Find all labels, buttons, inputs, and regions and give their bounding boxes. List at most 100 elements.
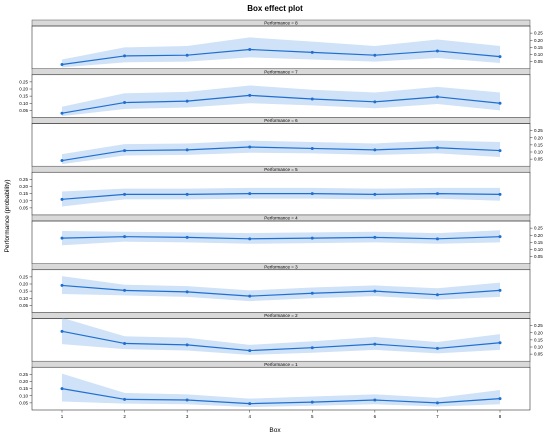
y-tick-label: 0.25 <box>19 177 28 182</box>
x-tick-label: 2 <box>123 414 126 419</box>
data-point <box>123 101 127 105</box>
y-tick-label: 0.10 <box>534 150 543 155</box>
y-tick-label: 0.15 <box>534 142 543 147</box>
data-point <box>185 343 189 347</box>
y-tick-label: 0.10 <box>19 198 28 203</box>
data-point <box>123 192 127 196</box>
data-point <box>435 49 439 53</box>
y-tick-label: 0.05 <box>19 400 28 405</box>
data-point <box>123 341 127 345</box>
y-tick-label: 0.05 <box>534 59 543 64</box>
data-point <box>185 99 189 103</box>
data-point <box>435 146 439 150</box>
y-tick-label: 0.15 <box>19 94 28 99</box>
data-point <box>310 400 314 404</box>
data-point <box>60 283 64 287</box>
data-point <box>435 95 439 99</box>
data-point <box>498 55 502 59</box>
data-point <box>248 192 252 196</box>
y-tick-label: 0.10 <box>534 345 543 350</box>
y-tick-label: 0.20 <box>534 38 543 43</box>
panel-strip-label: Performance = 6 <box>264 118 298 123</box>
y-tick-label: 0.25 <box>19 372 28 377</box>
data-point <box>185 290 189 294</box>
y-tick-label: 0.25 <box>534 323 543 328</box>
data-point <box>248 93 252 97</box>
data-point <box>310 346 314 350</box>
y-tick-label: 0.20 <box>19 184 28 189</box>
panels: Performance = 8 0.05 0.10 0.15 0.20 0.25 Perfo… <box>19 19 543 419</box>
y-tick-label: 0.15 <box>534 45 543 50</box>
data-point <box>310 50 314 54</box>
y-tick-label: 0.05 <box>19 108 28 113</box>
effect-line <box>61 193 501 200</box>
confidence-band <box>62 276 500 302</box>
data-point <box>498 341 502 345</box>
data-point <box>60 236 64 240</box>
effect-line <box>61 236 501 240</box>
data-point <box>123 235 127 239</box>
y-tick-label: 0.15 <box>19 386 28 391</box>
data-point <box>185 53 189 57</box>
data-point <box>310 146 314 150</box>
x-tick-label: 8 <box>499 414 502 419</box>
y-tick-label: 0.20 <box>19 282 28 287</box>
confidence-band <box>62 85 500 117</box>
data-point <box>185 398 189 402</box>
y-tick-label: 0.15 <box>534 337 543 342</box>
x-tick-label: 7 <box>436 414 439 419</box>
y-tick-label: 0.05 <box>534 352 543 357</box>
data-point <box>435 192 439 196</box>
data-point <box>60 197 64 201</box>
y-tick-label: 0.05 <box>534 157 543 162</box>
data-point <box>248 145 252 149</box>
x-tick-label: 6 <box>374 414 377 419</box>
data-point <box>498 397 502 401</box>
data-point <box>498 288 502 292</box>
data-point <box>373 100 377 104</box>
data-point <box>185 192 189 196</box>
panel-strip-label: Performance = 7 <box>264 69 298 74</box>
data-point <box>310 236 314 240</box>
y-tick-label: 0.05 <box>19 303 28 308</box>
y-tick-label: 0.25 <box>534 128 543 133</box>
x-tick-label: 3 <box>186 414 189 419</box>
data-point <box>248 294 252 298</box>
data-point <box>435 237 439 241</box>
data-point <box>498 192 502 196</box>
y-tick-label: 0.20 <box>534 135 543 140</box>
y-tick-label: 0.20 <box>534 233 543 238</box>
y-tick-label: 0.10 <box>19 393 28 398</box>
data-point <box>310 97 314 101</box>
confidence-band <box>62 37 500 68</box>
panel-strip-label: Performance = 4 <box>264 216 298 221</box>
effect-line <box>61 388 501 405</box>
data-point <box>373 289 377 293</box>
effect-line <box>61 330 501 352</box>
y-axis-label: Performance (probability) <box>4 180 11 253</box>
effect-line <box>61 284 501 297</box>
y-tick-label: 0.15 <box>534 240 543 245</box>
data-point <box>498 149 502 153</box>
data-point <box>373 53 377 57</box>
data-point <box>373 342 377 346</box>
effect-line <box>61 94 501 114</box>
x-axis-label: Box <box>269 427 281 434</box>
confidence-band <box>62 187 500 207</box>
data-point <box>248 237 252 241</box>
y-tick-label: 0.05 <box>534 254 543 259</box>
data-point <box>435 346 439 350</box>
data-point <box>123 397 127 401</box>
panel-strip-label: Performance = 8 <box>264 21 298 26</box>
confidence-band <box>62 373 500 408</box>
confidence-band <box>62 230 500 246</box>
data-point <box>248 402 252 406</box>
data-point <box>185 235 189 239</box>
y-tick-label: 0.15 <box>19 289 28 294</box>
data-point <box>123 288 127 292</box>
data-point <box>435 401 439 405</box>
y-tick-label: 0.05 <box>19 205 28 210</box>
data-point <box>185 148 189 152</box>
effect-line <box>61 146 501 162</box>
